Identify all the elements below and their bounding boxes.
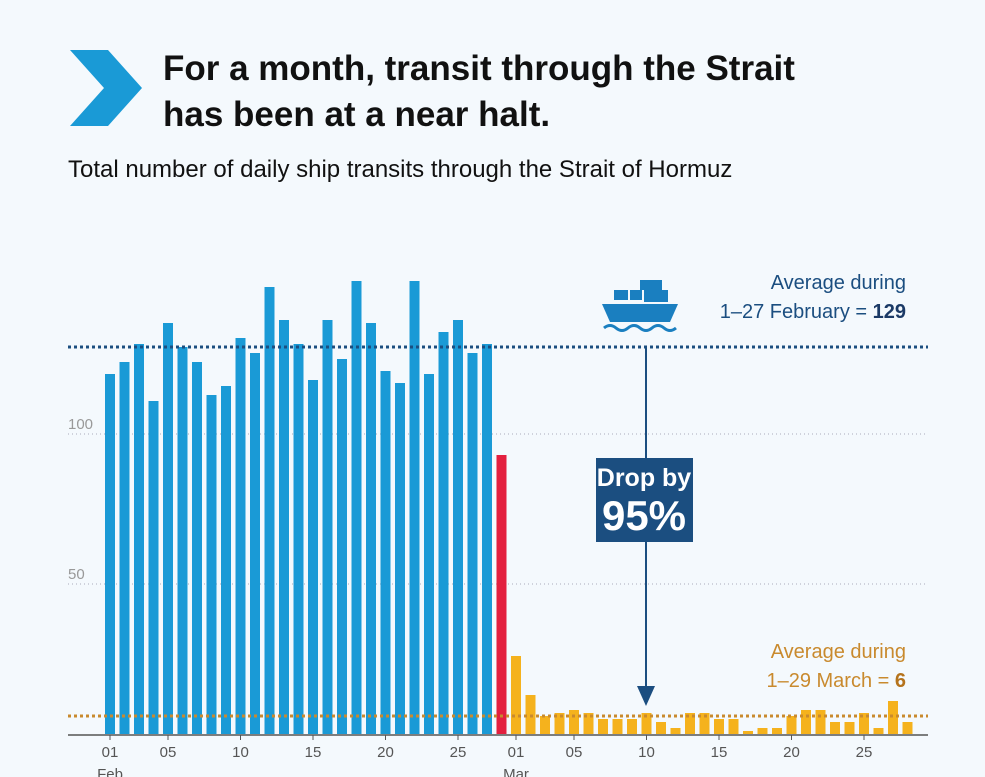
average-value: 6 <box>895 670 906 692</box>
bar <box>337 359 347 734</box>
bar <box>685 713 695 734</box>
x-tick-label: 15 <box>305 744 322 761</box>
bar <box>453 320 463 734</box>
bar <box>569 710 579 734</box>
bar <box>815 710 826 734</box>
bar <box>424 374 434 734</box>
bar <box>598 719 608 734</box>
x-tick-label: 10 <box>638 744 655 761</box>
bar <box>830 722 840 734</box>
average-label-text: 1–29 March = <box>766 670 889 692</box>
drop-value: 95% <box>602 492 686 539</box>
bar <box>627 719 637 734</box>
bar <box>322 320 333 734</box>
chart-subtitle: Total number of daily ship transits thro… <box>68 156 732 183</box>
bar <box>177 347 188 734</box>
bar <box>380 371 391 734</box>
bar <box>293 344 304 734</box>
bar <box>163 323 173 734</box>
bar <box>757 728 768 734</box>
bar <box>714 719 724 734</box>
bar <box>264 287 275 734</box>
bar <box>743 731 753 734</box>
bar <box>438 332 449 734</box>
bar <box>772 728 782 734</box>
x-tick-label: 10 <box>232 744 249 761</box>
month-label: Mar <box>503 766 529 777</box>
average-label-text: 1–27 February = <box>720 301 867 323</box>
drop-label: Drop by <box>597 464 692 492</box>
x-tick-label: 05 <box>160 744 177 761</box>
bar <box>859 713 869 734</box>
chart-title: has been at a near halt. <box>163 95 550 134</box>
chevron-icon <box>70 50 142 126</box>
bar <box>409 281 420 734</box>
average-label: Average during <box>771 272 906 294</box>
bar <box>206 395 217 734</box>
average-label: Average during <box>771 641 906 663</box>
x-tick-label: 25 <box>450 744 467 761</box>
bar <box>221 386 231 734</box>
bar <box>235 338 246 734</box>
bar <box>119 362 130 734</box>
bar <box>134 344 144 734</box>
month-label: Feb <box>97 766 123 777</box>
bar <box>554 713 565 734</box>
x-tick-label: 01 <box>508 744 525 761</box>
bar <box>612 719 623 734</box>
bar <box>192 362 202 734</box>
bar <box>728 719 739 734</box>
ship-icon <box>602 280 678 332</box>
average-label: 1–27 February = 129 <box>720 301 906 323</box>
x-tick-label: 01 <box>102 744 119 761</box>
bar <box>482 344 492 734</box>
x-tick-label: 20 <box>783 744 800 761</box>
x-tick-label: 20 <box>377 744 394 761</box>
bar <box>105 374 115 734</box>
bar <box>540 716 550 734</box>
drop-arrow-head <box>637 686 655 706</box>
bar <box>670 728 681 734</box>
x-tick-label: 25 <box>856 744 873 761</box>
bar <box>279 320 289 734</box>
bar <box>844 722 855 734</box>
average-label: 1–29 March = 6 <box>766 670 906 692</box>
x-tick-label: 15 <box>711 744 728 761</box>
chart-title: For a month, transit through the Strait <box>163 49 795 88</box>
bar <box>786 716 797 734</box>
y-tick-label: 100 <box>68 416 93 433</box>
bar <box>366 323 376 734</box>
bar <box>902 722 913 734</box>
bar <box>873 728 884 734</box>
bar <box>656 722 666 734</box>
bar <box>801 710 811 734</box>
bar <box>467 353 478 734</box>
bar <box>511 656 521 734</box>
drop-box <box>596 458 693 542</box>
bar <box>148 401 159 734</box>
y-tick-label: 50 <box>68 566 85 583</box>
x-tick-label: 05 <box>566 744 583 761</box>
bar <box>583 713 594 734</box>
bar <box>250 353 260 734</box>
bar <box>351 281 362 734</box>
bar <box>641 713 652 734</box>
bar <box>395 383 405 734</box>
bar <box>496 455 507 734</box>
bar <box>308 380 318 734</box>
average-value: 129 <box>873 301 906 323</box>
bar <box>699 713 710 734</box>
